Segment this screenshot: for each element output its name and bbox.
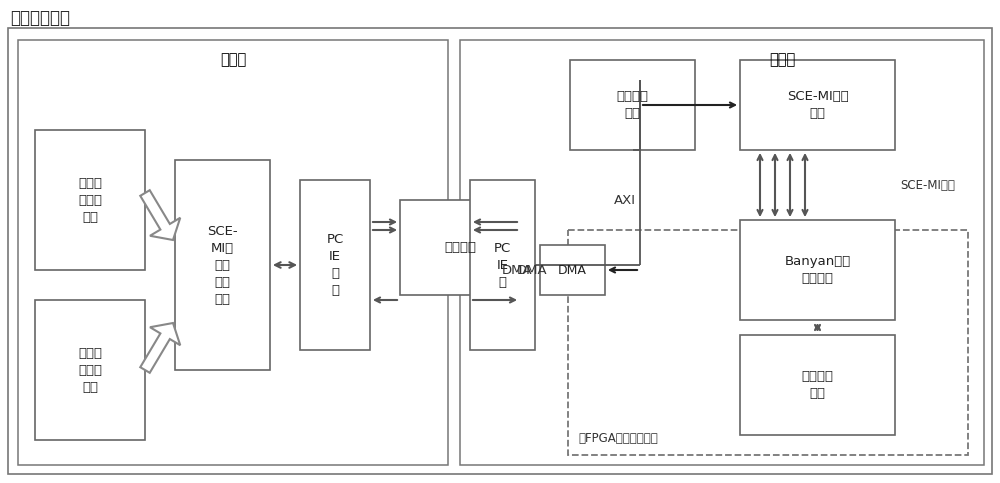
Text: 软件侧: 软件侧 (220, 53, 246, 68)
Bar (568, 230, 968, 455)
Text: 多FPGA仿真验证系统: 多FPGA仿真验证系统 (578, 432, 658, 445)
Text: 物理通道: 物理通道 (444, 241, 476, 254)
Bar (740, 335, 895, 435)
Text: PC
IE
核: PC IE 核 (494, 242, 511, 288)
Text: DMA: DMA (517, 264, 548, 276)
Bar (300, 180, 370, 350)
Bar (18, 40, 448, 465)
Text: DMA: DMA (558, 264, 587, 276)
Text: 硬件侧: 硬件侧 (769, 53, 795, 68)
Text: SCE-MI通道: SCE-MI通道 (900, 179, 955, 191)
Bar (740, 220, 895, 320)
Text: 数据接
收验证
单元: 数据接 收验证 单元 (78, 346, 102, 394)
Bar (35, 130, 145, 270)
Text: PC
IE
驱
动: PC IE 驱 动 (326, 233, 344, 297)
Text: 待测设计
结构: 待测设计 结构 (802, 370, 834, 400)
Bar (35, 300, 145, 440)
Bar (570, 60, 695, 150)
Text: AXI: AXI (614, 194, 636, 207)
Polygon shape (140, 190, 180, 240)
Text: SCE-MI管理
模块: SCE-MI管理 模块 (787, 90, 848, 120)
Bar (460, 40, 984, 465)
Text: 仿真数
据生成
单元: 仿真数 据生成 单元 (78, 176, 102, 224)
Bar (470, 180, 535, 350)
Bar (740, 60, 895, 150)
Bar (175, 160, 270, 370)
Polygon shape (140, 323, 180, 373)
Text: SCE-
MI封
装和
解包
模块: SCE- MI封 装和 解包 模块 (207, 225, 238, 306)
Text: 仿真加速模式: 仿真加速模式 (10, 9, 70, 27)
Text: 时钟控制
模块: 时钟控制 模块 (616, 90, 648, 120)
Text: DMA: DMA (501, 264, 532, 276)
Text: Banyan网络
管理模块: Banyan网络 管理模块 (784, 255, 851, 285)
Bar (400, 200, 520, 295)
Bar (540, 245, 605, 295)
